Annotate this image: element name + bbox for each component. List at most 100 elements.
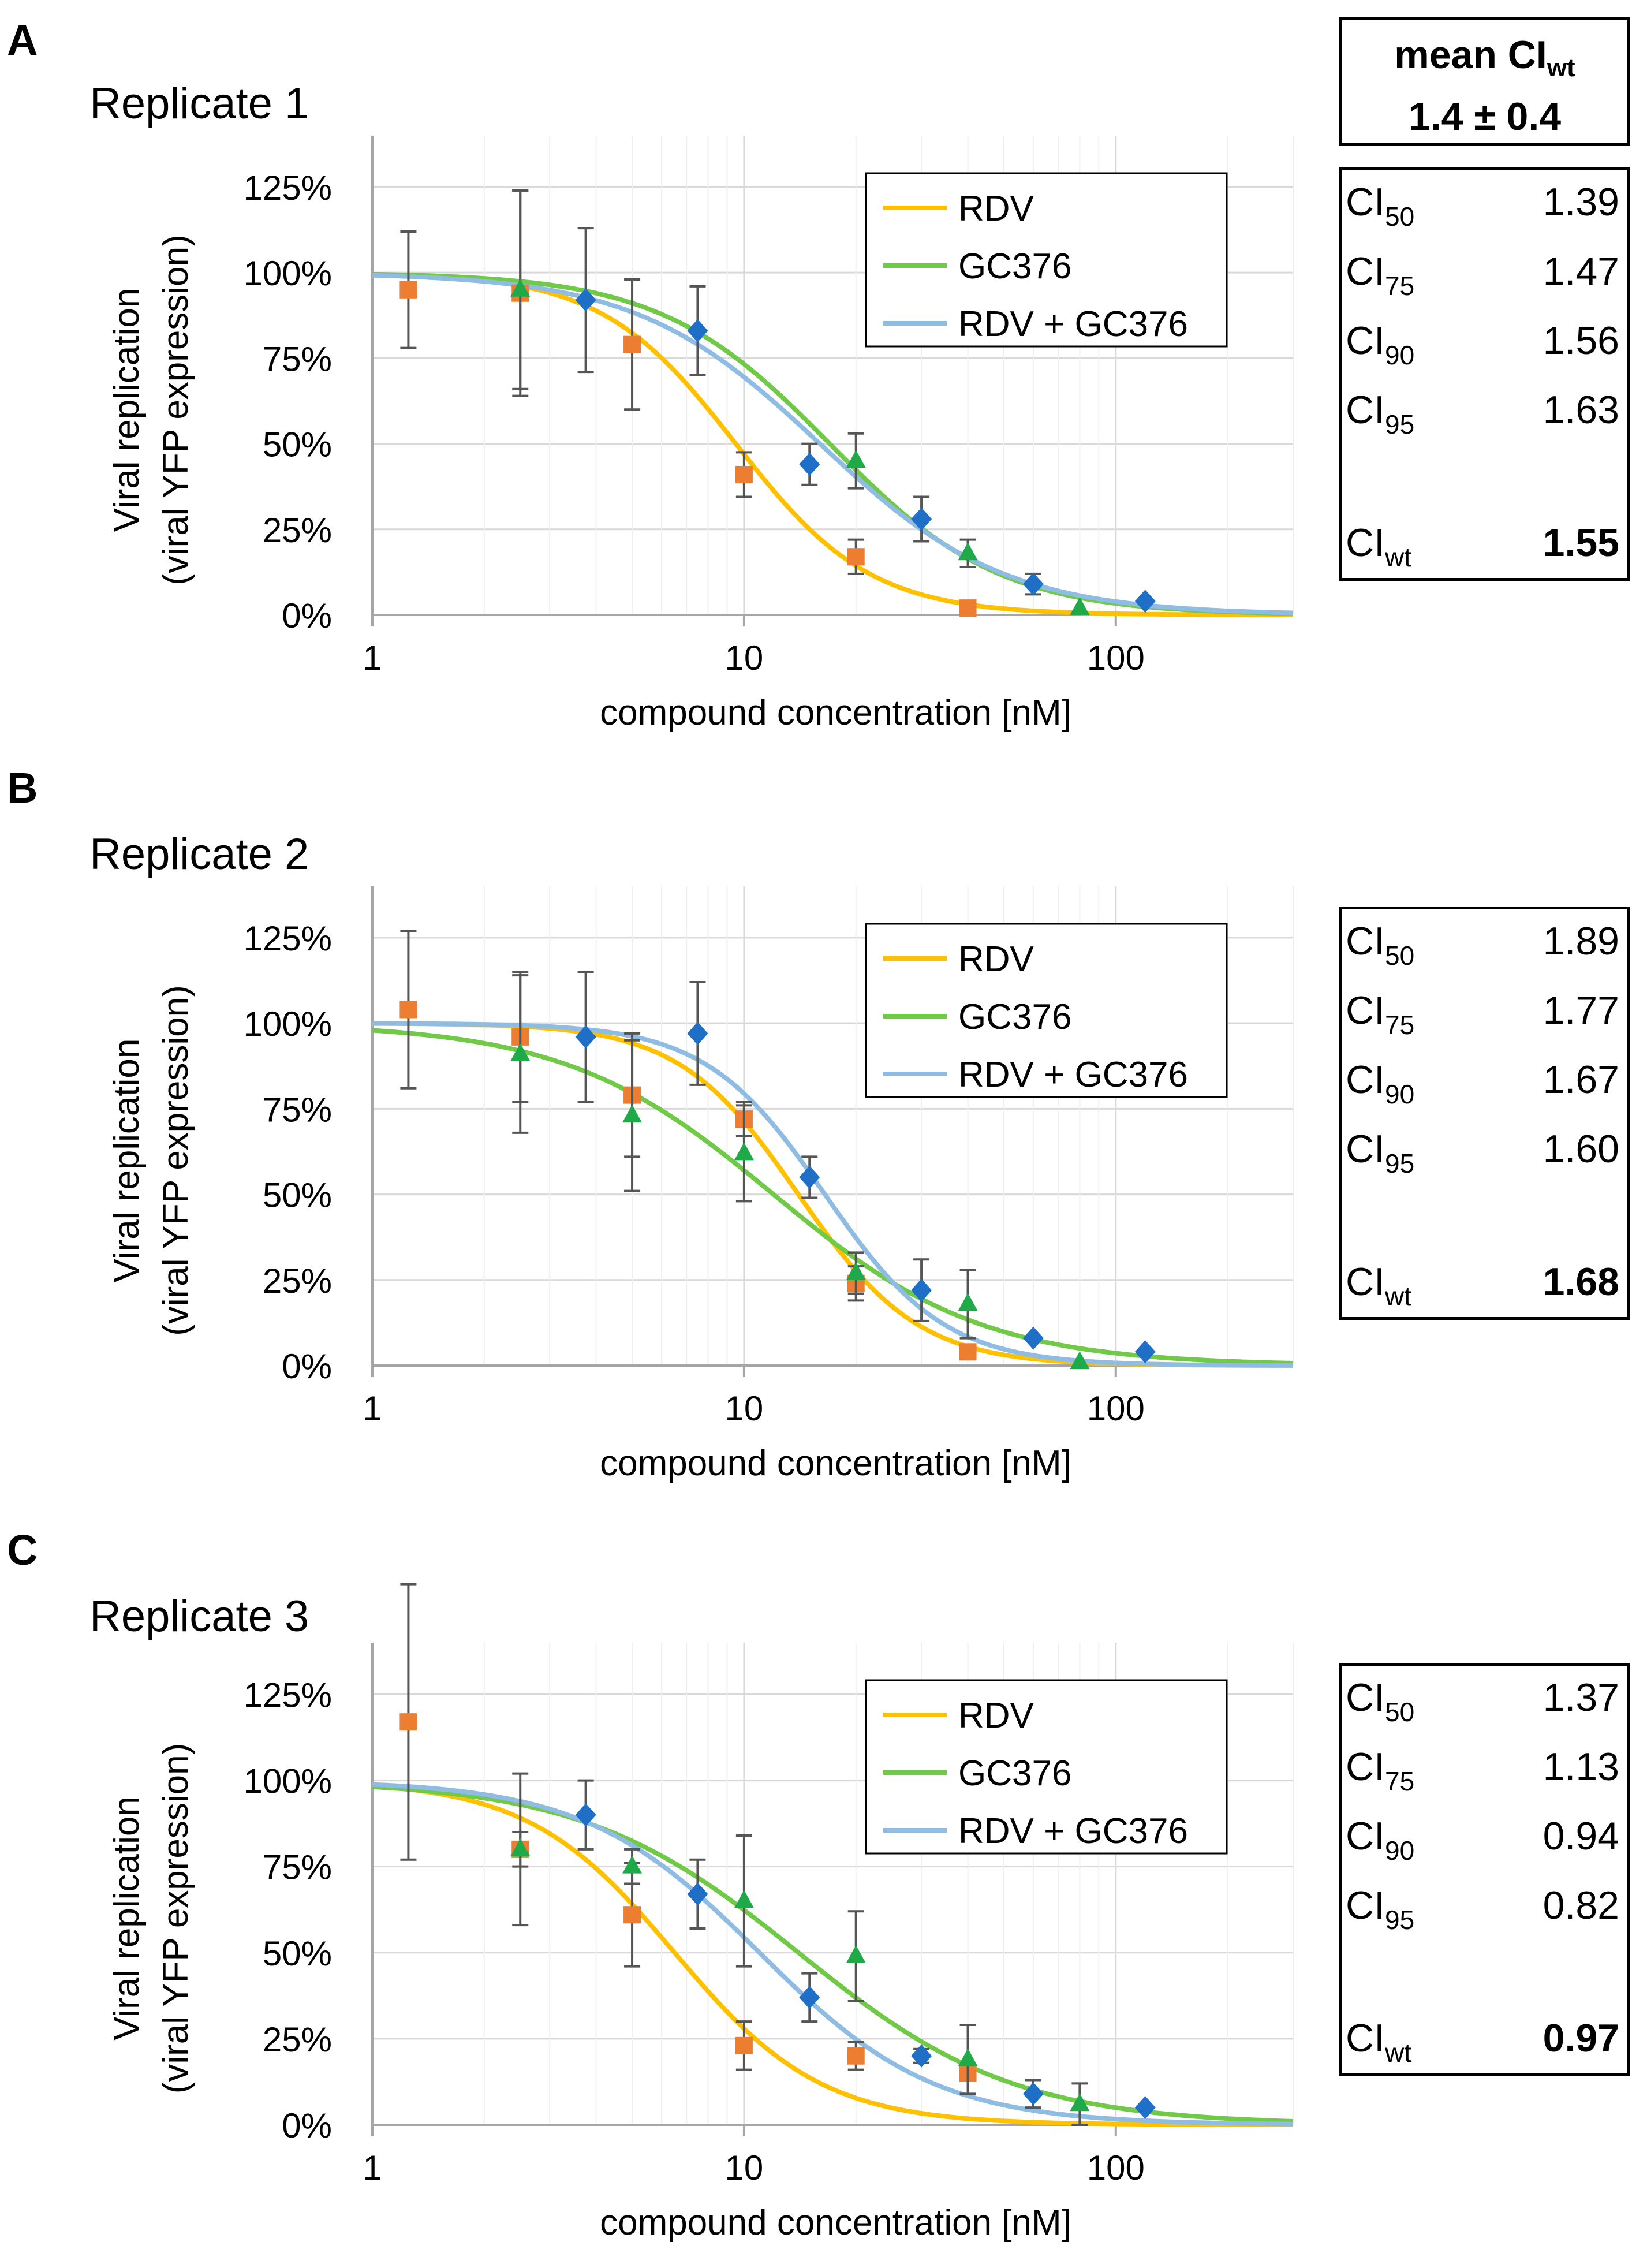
y-tick-label: 50% [263,1934,332,1973]
ci-value: 1.77 [1543,988,1619,1032]
ci-label-sub: 95 [1385,409,1415,439]
data-point-gc376 [846,450,866,468]
chart-title: Replicate 3 [89,1592,309,1641]
y-tick-label: 0% [282,1347,332,1386]
data-point-gc376 [958,1293,978,1311]
data-point-gc376 [510,1043,531,1061]
ci-value: 0.97 [1543,2016,1619,2060]
data-point-gc376 [622,1855,643,1874]
legend-label: RDV [958,189,1034,229]
data-point-rdv [847,548,865,566]
x-tick-label: 1 [363,639,382,677]
ci-value: 1.39 [1543,180,1619,224]
ci-label-sub: 50 [1385,1697,1415,1727]
ci-label-text: CI [1346,388,1385,432]
data-point-rdv-gc376 [1134,2096,1156,2120]
data-point-rdv [735,2036,753,2054]
ci-row-50: CI50 1.39 [1342,176,1627,232]
data-point-rdv-gc376 [799,1986,820,2009]
data-point-rdv [847,2047,865,2065]
data-point-rdv-gc376 [687,1021,708,1045]
data-point-gc376 [846,1945,866,1963]
ci-value: 1.37 [1543,1676,1619,1719]
y-tick-label: 50% [263,1176,332,1215]
data-point-rdv [623,335,641,353]
chart-panel-c: C Replicate 3 0% 25% 50% 75% 100% 125% 1 10 100 com… [7,1526,1294,2243]
y-axis-label-line1: Viral replication [107,1039,147,1283]
data-point-rdv-gc376 [1134,590,1156,613]
ci-label: CI90 [1346,1810,1414,1877]
ci-label-sub: 95 [1385,1905,1415,1935]
y-tick-label: 75% [263,1848,332,1887]
ci-label-text: CI [1346,1676,1385,1719]
x-tick-label: 1 [363,2148,382,2187]
ci-row-75: CI75 1.77 [1342,984,1627,1040]
legend-label: RDV [958,939,1034,979]
data-point-rdv-gc376 [575,1803,596,1827]
ci-label-sub: wt [1385,542,1411,572]
y-tick-label: 50% [263,426,332,464]
data-point-rdv-gc376 [1022,1326,1044,1350]
data-point-rdv-gc376 [799,1165,820,1189]
ci-label-sub: 75 [1385,271,1415,301]
ci-label-sub: 95 [1385,1148,1415,1178]
mean-ci-title: mean CIwt [1342,31,1627,92]
ci-label: CI50 [1346,176,1414,243]
mean-ci-title-text: mean CI [1394,33,1547,77]
y-tick-label: 125% [244,169,332,207]
legend: RDV GC376 RDV + GC376 [865,923,1228,1098]
y-tick-label: 0% [282,596,332,635]
fit-curve-rdv-gc376 [372,1782,1294,2127]
data-point-rdv [399,1713,417,1731]
legend-label: GC376 [958,1754,1071,1793]
data-point-gc376 [958,542,978,561]
data-point-rdv [959,1343,977,1361]
legend-box [865,1679,1228,1855]
fit-curve-rdv [372,1784,1293,2127]
data-point-rdv-gc376 [687,319,708,342]
ci-value: 1.68 [1543,1260,1619,1304]
y-tick-label: 25% [263,511,332,550]
x-axis-label: compound concentration [nM] [600,693,1071,733]
ci-row-50: CI50 1.89 [1342,915,1627,971]
y-tick-label: 100% [244,1762,332,1801]
ci-label-text: CI [1346,1058,1385,1102]
ci-value: 1.67 [1543,1058,1619,1102]
ci-label-text: CI [1346,1883,1385,1927]
legend-label: RDV + GC376 [958,304,1188,344]
y-tick-label: 100% [244,1005,332,1043]
panel-letter-b: B [7,764,38,812]
legend-box [865,172,1228,348]
data-point-rdv-gc376 [1022,572,1044,596]
ci-row-90: CI90 1.56 [1342,315,1627,370]
panel-letter-a: A [7,16,38,64]
data-point-rdv-gc376 [575,288,596,312]
ci-label-sub: 90 [1385,340,1415,370]
legend-label: RDV [958,1696,1034,1736]
y-axis-label-line2: (viral YFP expression) [156,1743,196,2094]
data-point-rdv-gc376 [1134,1340,1156,1364]
ci-label-sub: 90 [1385,1079,1415,1109]
ci-value: 1.60 [1543,1127,1619,1171]
data-point-rdv [399,1001,417,1019]
chart-title: Replicate 2 [89,830,309,879]
ci-label: CI75 [1346,1741,1414,1807]
ci-value: 1.13 [1543,1745,1619,1789]
data-point-rdv [735,465,753,483]
mean-ci-value: 1.4 ± 0.4 [1408,95,1562,139]
ci-label-sub: 50 [1385,202,1415,232]
ci-label: CIwt [1346,2012,1411,2079]
ci-label: CI95 [1346,384,1414,450]
ci-row-wt: CIwt 1.55 [1342,517,1627,572]
data-point-gc376 [1070,1351,1090,1370]
legend: RDV GC376 RDV + GC376 [865,172,1228,348]
ci-label-text: CI [1346,1260,1385,1304]
ci-label: CI95 [1346,1123,1414,1189]
ci-label-text: CI [1346,319,1385,363]
x-tick-label: 100 [1087,639,1145,677]
data-point-rdv [959,599,977,617]
ci-label-text: CI [1346,919,1385,963]
y-tick-label: 75% [263,340,332,378]
ci-label: CI75 [1346,245,1414,312]
ci-label-sub: wt [1385,1281,1411,1311]
